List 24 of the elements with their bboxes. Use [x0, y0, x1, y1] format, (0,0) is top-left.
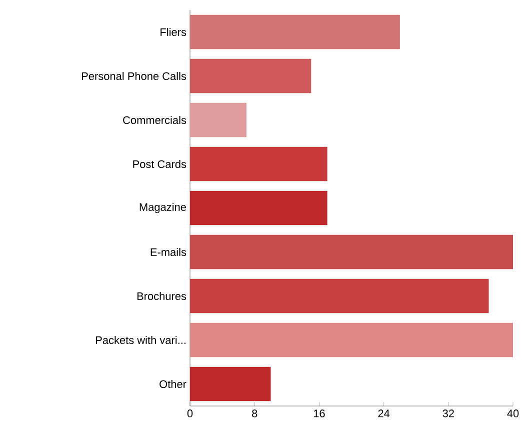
y-tick-label: Packets with vari... [96, 336, 186, 344]
y-tick-label: Brochures [137, 292, 186, 300]
y-tick-label: Other [160, 380, 186, 388]
x-tick-label: 40 [507, 410, 519, 418]
y-tick-label: Fliers [160, 28, 186, 36]
x-tick-label: 24 [378, 410, 390, 418]
y-tick-label: Post Cards [133, 160, 186, 168]
y-tick-label: Magazine [140, 202, 186, 214]
bar [190, 234, 513, 270]
bar [190, 58, 312, 94]
bar [190, 102, 247, 138]
bar [190, 322, 513, 358]
x-tick-label: 32 [442, 410, 454, 418]
bar [190, 146, 328, 182]
x-tick-label: 8 [252, 410, 258, 418]
bar [190, 278, 489, 314]
y-tick-label: Personal Phone Calls [82, 72, 186, 80]
y-tick-label: Commercials [123, 116, 186, 124]
bar [190, 190, 328, 226]
bar [190, 14, 400, 50]
y-tick-label: E-mails [150, 248, 186, 256]
x-tick-label: 0 [187, 410, 193, 418]
x-tick-label: 16 [314, 410, 325, 418]
bar [190, 366, 271, 402]
